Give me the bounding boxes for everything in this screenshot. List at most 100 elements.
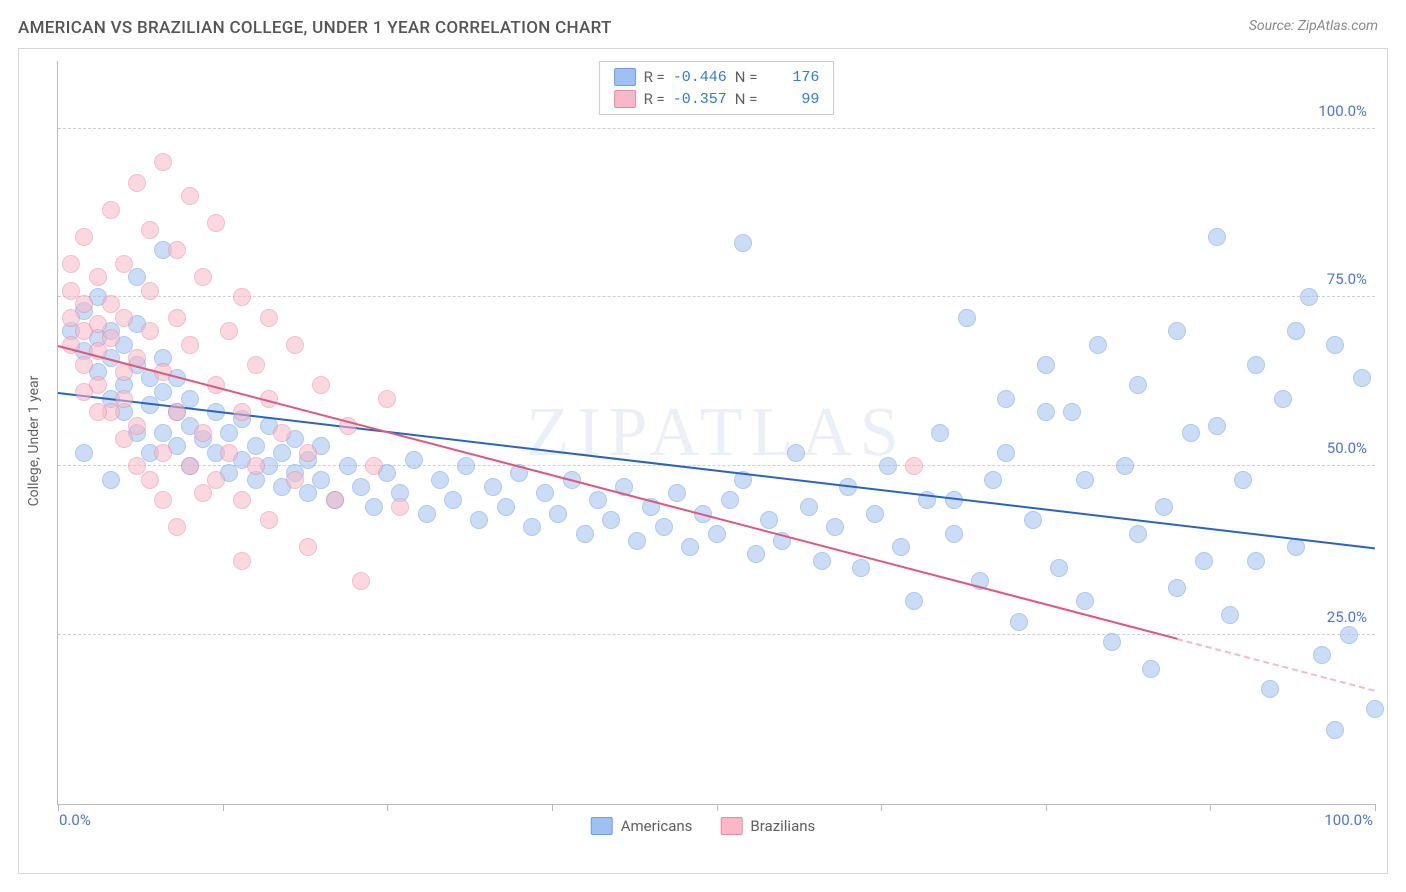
series-legend-label: Brazilians [750,817,815,835]
data-point [1076,471,1094,489]
data-point [115,309,133,327]
gridline-h [58,634,1375,635]
data-point [1050,559,1068,577]
data-point [75,295,93,313]
data-point [286,336,304,354]
data-point [154,383,172,401]
data-point [655,518,673,536]
series-legend: Americans Brazilians [591,817,816,835]
data-point [181,390,199,408]
data-point [576,525,594,543]
data-point [312,376,330,394]
data-point [312,471,330,489]
data-point [286,471,304,489]
x-tick [1046,804,1047,811]
x-tick [223,804,224,811]
data-point [905,592,923,610]
data-point [1037,356,1055,374]
legend-swatch [614,90,636,108]
data-point [1168,322,1186,340]
data-point [1089,336,1107,354]
data-point [760,511,778,529]
y-axis-label: College, Under 1 year [26,375,42,506]
legend-row: R =-0.357N =99 [614,90,820,108]
data-point [984,471,1002,489]
data-point [141,322,159,340]
data-point [247,437,265,455]
data-point [1313,646,1331,664]
data-point [589,491,607,509]
data-point [128,417,146,435]
data-point [1234,471,1252,489]
data-point [1142,660,1160,678]
data-point [1024,511,1042,529]
n-label: N = [735,68,758,86]
data-point [958,309,976,327]
data-point [444,491,462,509]
data-point [1103,633,1121,651]
watermark-text: ZIPATLAS [526,393,906,473]
data-point [75,356,93,374]
data-point [168,403,186,421]
x-tick [387,804,388,811]
x-axis-max-label: 100.0% [1324,811,1373,829]
data-point [75,383,93,401]
data-point [352,572,370,590]
data-point [207,214,225,232]
data-point [207,471,225,489]
data-point [233,552,251,570]
data-point [339,457,357,475]
plot-area: ZIPATLAS College, Under 1 year R =-0.446… [57,61,1375,805]
data-point [260,511,278,529]
chart-title: AMERICAN VS BRAZILIAN COLLEGE, UNDER 1 Y… [18,18,612,38]
gridline-h [58,128,1375,129]
data-point [549,505,567,523]
data-point [405,451,423,469]
data-point [299,444,317,462]
data-point [905,457,923,475]
legend-swatch [614,68,636,86]
data-point [1287,322,1305,340]
source-prefix: Source: [1249,18,1294,34]
data-point [484,478,502,496]
x-tick [1210,804,1211,811]
data-point [418,505,436,523]
data-point [1326,336,1344,354]
trend-line [58,345,1178,640]
data-point [154,153,172,171]
data-point [1340,626,1358,644]
data-point [457,457,475,475]
data-point [220,424,238,442]
data-point [1063,403,1081,421]
n-label: N = [735,90,758,108]
data-point [141,221,159,239]
data-point [1195,552,1213,570]
data-point [154,444,172,462]
series-legend-item: Brazilians [720,817,815,835]
data-point [1129,376,1147,394]
data-point [391,498,409,516]
data-point [220,322,238,340]
data-point [747,545,765,563]
data-point [523,518,541,536]
data-point [866,505,884,523]
data-point [1208,228,1226,246]
data-point [154,491,172,509]
n-value: 176 [765,69,819,86]
data-point [352,478,370,496]
data-point [1129,525,1147,543]
data-point [326,491,344,509]
series-legend-label: Americans [621,817,693,835]
data-point [1366,700,1384,718]
data-point [365,498,383,516]
data-point [997,390,1015,408]
data-point [602,511,620,529]
data-point [141,471,159,489]
data-point [62,255,80,273]
x-tick [717,804,718,811]
data-point [89,268,107,286]
x-axis-min-label: 0.0% [59,811,91,829]
n-value: 99 [765,91,819,108]
data-point [220,444,238,462]
data-point [273,444,291,462]
